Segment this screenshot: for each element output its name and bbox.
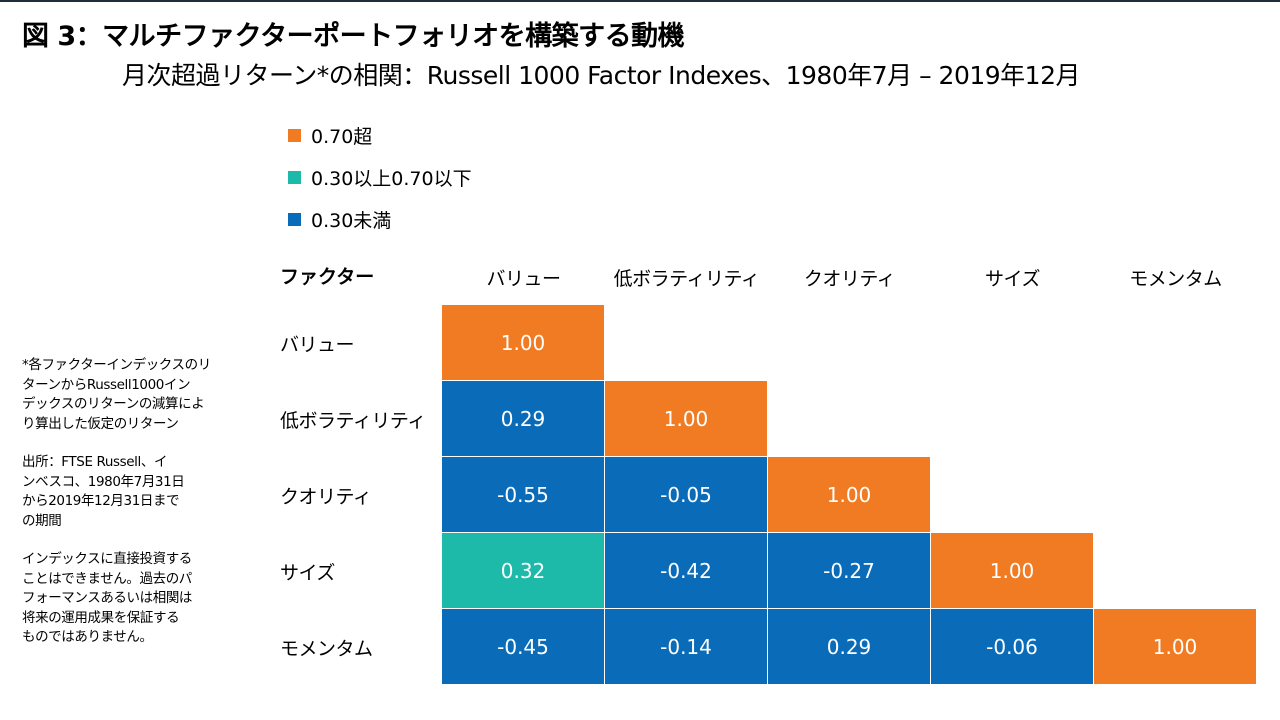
legend-item-high: 0.70超 — [288, 114, 472, 156]
correlation-cell: -0.45 — [442, 609, 605, 685]
correlation-cell: 0.32 — [442, 533, 605, 609]
correlation-cell: 0.29 — [768, 609, 931, 685]
factor-column-header: ファクター — [280, 266, 375, 288]
column-header: バリュー — [486, 268, 561, 290]
row-header: クオリティ — [280, 485, 372, 508]
correlation-cell: 1.00 — [442, 305, 605, 381]
column-header: モメンタム — [1129, 268, 1222, 290]
column-header: 低ボラティリティ — [613, 268, 760, 290]
legend-label-low: 0.30未満 — [311, 209, 392, 232]
correlation-cell: -0.05 — [605, 457, 768, 533]
correlation-cell: 1.00 — [768, 457, 931, 533]
correlation-cell: -0.27 — [768, 533, 931, 609]
legend-swatch-low — [288, 212, 301, 226]
note-methodology: *各ファクターインデックスのリ ターンからRussell1000イン デックスの… — [22, 357, 211, 432]
legend-item-mid: 0.30以上0.70以下 — [288, 156, 472, 198]
top-rule — [0, 0, 1280, 2]
correlation-cell: -0.55 — [442, 457, 605, 533]
legend-item-low: 0.30未満 — [288, 198, 472, 240]
correlation-cell: -0.42 — [605, 533, 768, 609]
row-header: バリュー — [280, 333, 355, 356]
page-title: 図 3：マルチファクターポートフォリオを構築する動機 — [22, 21, 685, 52]
note-disclaimer: インデックスに直接投資する ことはできません。過去のパ フォーマンスあるいは相関… — [22, 551, 193, 645]
correlation-cell: 1.00 — [931, 533, 1094, 609]
legend-label-mid: 0.30以上0.70以下 — [311, 167, 472, 190]
footnotes: *各ファクターインデックスのリ ターンからRussell1000イン デックスの… — [22, 356, 234, 667]
row-header: サイズ — [280, 561, 335, 584]
column-header: サイズ — [985, 268, 1040, 290]
legend-label-high: 0.70超 — [311, 125, 373, 148]
page-subtitle: 月次超過リターン*の相関：Russell 1000 Factor Indexes… — [122, 61, 1080, 90]
correlation-cell: 0.29 — [442, 381, 605, 457]
correlation-cell: -0.14 — [605, 609, 768, 685]
note-source: 出所：FTSE Russell、イ ンベスコ、1980年7月31日 から2019… — [22, 454, 185, 529]
correlation-cell: 1.00 — [1094, 609, 1257, 685]
legend: 0.70超 0.30以上0.70以下 0.30未満 — [288, 114, 472, 240]
legend-swatch-high — [288, 128, 301, 142]
row-header: モメンタム — [280, 637, 373, 660]
row-header: 低ボラティリティ — [280, 409, 426, 432]
column-header: クオリティ — [803, 268, 896, 290]
correlation-cell: 1.00 — [605, 381, 768, 457]
legend-swatch-mid — [288, 170, 301, 184]
correlation-cell: -0.06 — [931, 609, 1094, 685]
